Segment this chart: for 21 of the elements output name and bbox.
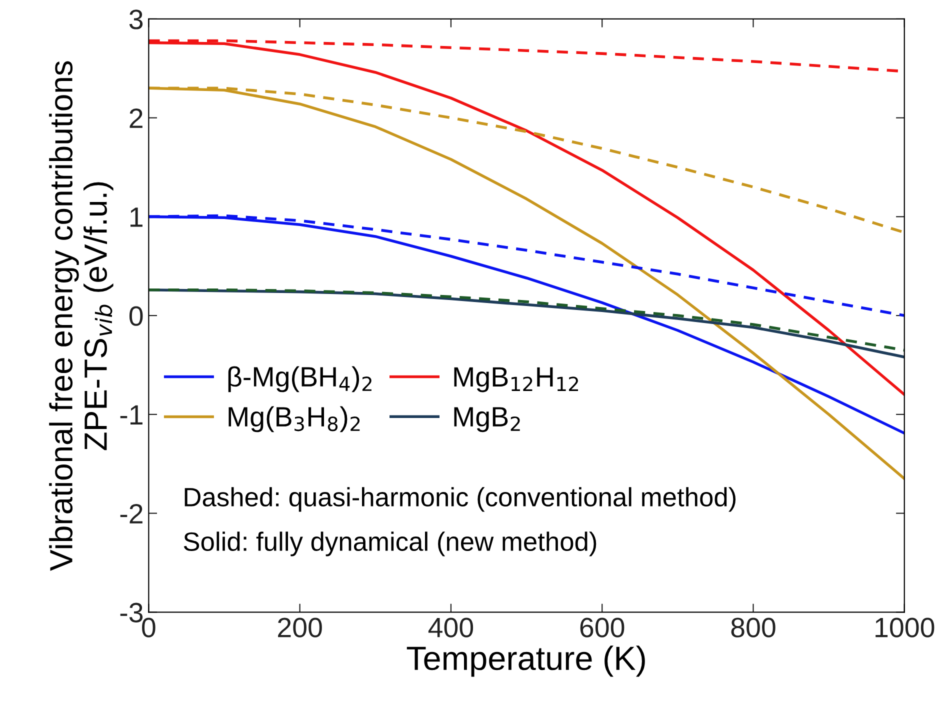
annotation: Solid: fully dynamical (new method) xyxy=(184,532,596,556)
x-tick-label: 200 xyxy=(278,618,322,638)
x-tick-label: 400 xyxy=(428,618,474,638)
y-axis-title: Vibrational free energy contributions ZPE-TS$_{vib}$ (eV/f.u.) xyxy=(49,61,114,571)
y-tick-label: 3 xyxy=(129,10,143,30)
y-tick-label: 1 xyxy=(130,208,142,227)
y-tick-label: 2 xyxy=(130,108,142,128)
y-tick-label: -2 xyxy=(120,504,142,524)
legend-label: MgB$_{12}$H$_{12}$ xyxy=(454,367,578,392)
legend-label: Mg(B$_{3}$H$_{8}$)$_{2}$ xyxy=(228,406,360,432)
x-tick-label: 600 xyxy=(580,618,624,638)
x-tick-label: 0 xyxy=(142,618,156,638)
y-tick-label: -3 xyxy=(120,602,143,622)
legend-label: β-Mg(BH$_{4}$)$_{2}$ xyxy=(228,366,372,392)
annotation: Dashed: quasi-harmonic (conventional method) xyxy=(184,487,736,512)
y-tick-label: -1 xyxy=(120,405,142,424)
x-axis-title: Temperature (K) xyxy=(406,646,645,677)
y-tick-label: 0 xyxy=(129,306,143,326)
x-tick-label: 1000 xyxy=(876,618,934,638)
legend-label: MgB$_{2}$ xyxy=(454,407,520,432)
x-tick-label: 800 xyxy=(731,618,776,638)
